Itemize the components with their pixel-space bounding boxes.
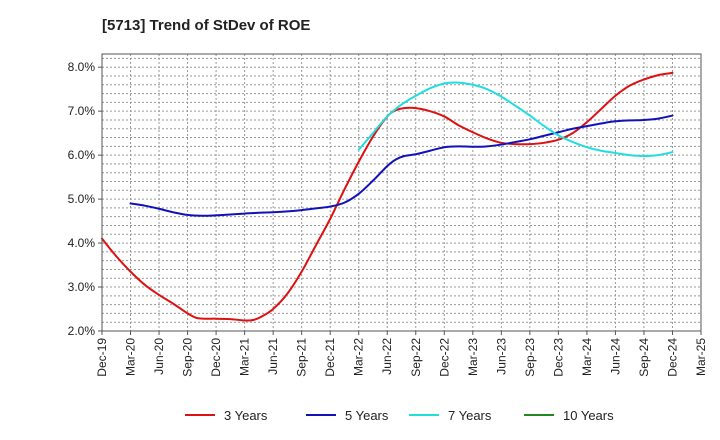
x-tick-label: Mar-23 [466,338,480,376]
x-tick-label: Mar-21 [238,338,252,376]
x-tick-label: Mar-20 [124,338,138,376]
x-tick-label: Jun-22 [380,338,394,375]
x-tick-label: Dec-23 [551,338,565,377]
x-tick-label: Jun-21 [266,338,280,375]
y-tick-label: 7.0% [68,104,96,118]
x-tick-label: Dec-22 [437,338,451,377]
x-tick-label: Sep-21 [295,338,309,377]
x-tick-label: Mar-25 [694,338,708,376]
y-tick-label: 4.0% [68,236,96,250]
x-tick-label: Dec-24 [665,338,679,377]
x-tick-label: Sep-22 [409,338,423,377]
y-tick-label: 3.0% [68,280,96,294]
x-tick-label: Mar-22 [352,338,366,376]
legend-label-7-years: 7 Years [448,408,492,423]
legend-label-5-years: 5 Years [345,408,389,423]
x-tick-label: Dec-21 [323,338,337,377]
y-tick-label: 2.0% [68,324,96,338]
x-tick-label: Dec-19 [95,338,109,377]
plot-area [102,54,701,331]
x-tick-label: Dec-20 [209,338,223,377]
series-line-5-years [129,114,674,217]
x-tick-label: Sep-23 [523,338,537,377]
x-tick-label: Sep-20 [181,338,195,377]
x-tick-label: Sep-24 [637,338,651,377]
plot-border [101,53,702,332]
x-tick-label: Jun-24 [608,338,622,375]
legend: 3 Years 5 Years 7 Years 10 Years [185,408,614,423]
x-tick-label: Jun-20 [152,338,166,375]
y-tick-label: 5.0% [68,192,96,206]
x-tick-label: Mar-24 [580,338,594,376]
chart-title: [5713] Trend of StDev of ROE [102,17,310,34]
legend-label-3-years: 3 Years [224,408,268,423]
x-tick-label: Jun-23 [494,338,508,375]
y-tick-label: 6.0% [68,148,96,162]
y-axis-ticks: 2.0% 3.0% 4.0% 5.0% 6.0% 7.0% 8.0% [68,60,102,338]
y-tick-label: 8.0% [68,60,96,74]
legend-label-10-years: 10 Years [563,408,614,423]
series-group [101,71,674,322]
x-axis-ticks: Dec-19 Mar-20 Jun-20 Sep-20 Dec-20 Mar-21 Jun-… [95,331,708,377]
series-line-7-years [357,81,674,158]
